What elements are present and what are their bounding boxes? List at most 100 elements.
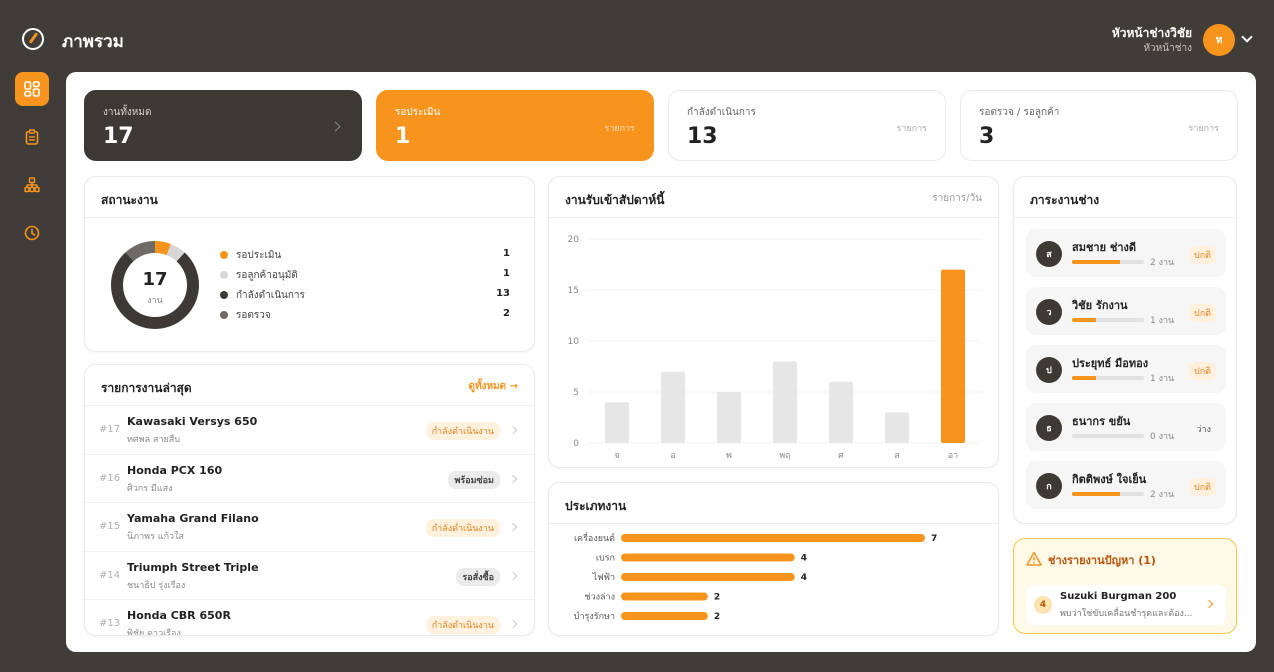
legend-item: รอลูกค้าอนุมัติ 1 xyxy=(220,267,510,283)
stat-label: รอประเมิน xyxy=(395,107,441,118)
bar-value-label: 7 xyxy=(931,534,937,544)
job-id: #16 xyxy=(99,472,121,484)
issue-alert-card: ช่างรายงานปัญหา (1) 4 Suzuki Burgman 200… xyxy=(1013,538,1237,634)
x-tick-label: จ xyxy=(614,451,619,461)
workload-bar-fill xyxy=(1072,260,1121,264)
donut-slice xyxy=(111,241,199,329)
technician-job-count: 1 งาน xyxy=(1150,374,1175,384)
divider xyxy=(85,217,534,218)
technician-item[interactable]: ป ประยุทธ์ มือทอง 1 งาน ปกติ xyxy=(1026,345,1226,393)
sidebar-item-history[interactable] xyxy=(15,216,49,250)
status-donut-chart xyxy=(111,241,199,329)
job-row[interactable]: #17 Kawasaki Versys 650 ทศพล สายสืบ กำลังดำ… xyxy=(85,405,534,453)
job-vehicle: Kawasaki Versys 650 xyxy=(127,415,258,428)
stat-card-total[interactable]: งานทั้งหมด 17 xyxy=(84,90,362,161)
technician-job-count: 2 งาน xyxy=(1150,490,1175,500)
bar xyxy=(621,553,795,562)
alert-item-name: Suzuki Burgman 200 xyxy=(1060,591,1177,602)
chevron-right-icon xyxy=(1204,599,1214,609)
alert-item[interactable]: 4 Suzuki Burgman 200 พบว่าใช่ขับเคลื่อนช… xyxy=(1026,585,1226,625)
stat-card-pending-assessment[interactable]: รอประเมิน 1 รายการ xyxy=(376,90,654,161)
technician-job-count: 2 งาน xyxy=(1150,258,1175,268)
stat-value: 1 xyxy=(395,124,411,149)
legend-dot xyxy=(220,271,228,279)
bar xyxy=(829,381,853,443)
top-bar: ภาพรวม หัวหน้าช่างวิชัย หัวหน้าช่าง ห xyxy=(0,0,1274,72)
technician-status-badge: ปกติ xyxy=(1188,362,1216,380)
technician-job-count: 0 งาน xyxy=(1150,432,1175,442)
x-tick-label: พฤ xyxy=(779,451,790,461)
job-types-card: ประเภทงาน เครื่องยนต์ 7 เบรก 4 ไฟฟ้า 4 ช่วงล่า… xyxy=(548,482,999,636)
technician-item[interactable]: ธ ธนากร ขยัน 0 งาน ว่าง xyxy=(1026,403,1226,451)
alert-title: ช่างรายงานปัญหา (1) xyxy=(1048,554,1156,567)
technician-item[interactable]: ก กิตติพงษ์ ใจเย็น 2 งาน ปกติ xyxy=(1026,461,1226,509)
technician-status-badge: ปกติ xyxy=(1188,478,1216,496)
avatar[interactable]: ห xyxy=(1203,24,1235,56)
stat-label: งานทั้งหมด xyxy=(103,107,152,118)
user-role: หัวหน้าช่าง xyxy=(1143,43,1192,54)
stat-unit: รายการ xyxy=(604,124,636,134)
chevron-right-icon xyxy=(508,474,518,483)
weekly-intake-card: งานรับเข้าสัปดาห์นี้ รายการ/วัน 0 5 10 15 20… xyxy=(548,176,999,468)
job-customer: นิภาพร แก้วใส xyxy=(127,532,184,542)
job-row[interactable]: #14 Triumph Street Triple ชนาธิป รุ่งเรือง… xyxy=(85,550,534,599)
job-row[interactable]: #13 Honda CBR 650R พิชัย ดาวเรือง กำลังดำเน… xyxy=(85,599,534,635)
view-all-link[interactable]: ดูทั้งหมด → xyxy=(468,381,518,392)
job-status-badge: รอสั่งซื้อ xyxy=(456,567,500,586)
legend-item: รอตรวจ 2 xyxy=(220,307,510,323)
bar-value-label: 2 xyxy=(714,612,720,622)
job-id: #15 xyxy=(99,521,121,532)
chevron-right-icon xyxy=(508,522,518,532)
stat-card-waiting[interactable]: รอตรวจ / รอลูกค้า 3 รายการ xyxy=(960,90,1238,161)
technician-item[interactable]: ว วิชัย รักงาน 1 งาน ปกติ xyxy=(1026,287,1226,335)
technician-job-count: 1 งาน xyxy=(1150,316,1175,326)
x-tick-label: อ xyxy=(670,451,675,461)
alert-item-number: 4 xyxy=(1034,596,1052,614)
stat-value: 13 xyxy=(687,124,718,149)
x-tick-label: ศ xyxy=(838,451,844,461)
sidebar-item-jobs[interactable] xyxy=(15,120,49,154)
workload-bar xyxy=(1072,434,1144,438)
chevron-down-icon[interactable] xyxy=(1241,31,1253,43)
legend-value: 1 xyxy=(503,268,510,279)
bar-value-label: 4 xyxy=(801,573,807,583)
sidebar-item-dashboard[interactable] xyxy=(15,72,49,106)
job-row[interactable]: #15 Yamaha Grand Filano นิภาพร แก้วใส กำลัง… xyxy=(85,502,534,550)
divider xyxy=(549,523,998,524)
page-title: ภาพรวม xyxy=(62,32,124,52)
y-tick-label: 20 xyxy=(568,235,580,245)
job-status-badge: กำลังดำเนินงาน xyxy=(425,616,500,634)
workload-bar-fill xyxy=(1072,492,1121,496)
workload-bar xyxy=(1072,260,1144,264)
category-label: บำรุงรักษา xyxy=(574,611,615,622)
card-title: รายการงานล่าสุด xyxy=(101,381,192,395)
legend-dot xyxy=(220,291,228,299)
job-vehicle: Triumph Street Triple xyxy=(127,560,259,574)
category-label: ช่วงล่าง xyxy=(584,593,615,603)
technician-avatar: ส xyxy=(1036,241,1062,267)
y-tick-label: 15 xyxy=(568,286,579,296)
legend-dot xyxy=(220,251,228,259)
x-tick-label: พ xyxy=(726,451,732,461)
alert-item-description: พบว่าใช่ขับเคลื่อนชำรุดและต้อง... xyxy=(1060,609,1193,619)
technician-avatar: ธ xyxy=(1036,415,1062,441)
bar xyxy=(941,269,965,443)
job-row[interactable]: #16 Honda PCX 160 ศิวกร มีแสง พร้อมซ่อม xyxy=(85,453,534,502)
legend-value: 13 xyxy=(496,288,510,299)
chevron-right-icon xyxy=(508,619,518,629)
stat-unit: รายการ xyxy=(896,124,928,134)
legend-label: กำลังดำเนินการ xyxy=(236,290,305,301)
sidebar xyxy=(0,72,66,672)
stat-card-in-progress[interactable]: กำลังดำเนินการ 13 รายการ xyxy=(668,90,946,161)
chevron-right-icon xyxy=(508,571,518,580)
job-customer: ศิวกร มีแสง xyxy=(127,483,173,494)
technician-name: กิตติพงษ์ ใจเย็น xyxy=(1072,473,1147,486)
technician-item[interactable]: ส สมชาย ช่างดี 2 งาน ปกติ xyxy=(1026,229,1226,277)
bar xyxy=(661,371,685,443)
sidebar-item-technicians[interactable] xyxy=(15,168,49,202)
bar xyxy=(621,534,925,542)
job-id: #13 xyxy=(99,618,121,629)
divider xyxy=(549,217,998,218)
legend-value: 2 xyxy=(503,308,510,319)
y-tick-label: 5 xyxy=(573,388,579,398)
